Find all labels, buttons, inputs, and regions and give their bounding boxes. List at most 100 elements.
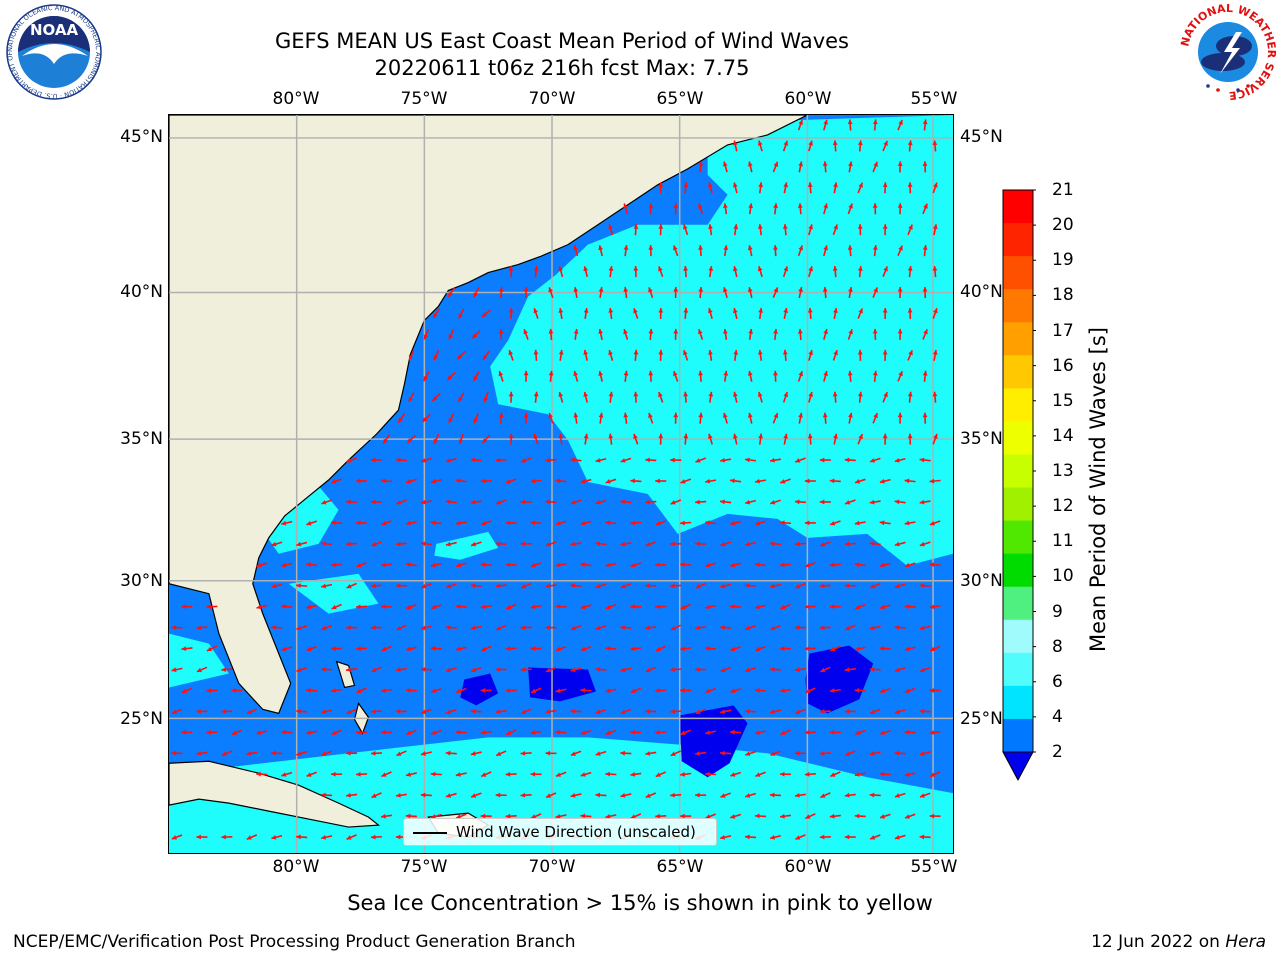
wave-direction-arrowhead: [904, 520, 910, 526]
wave-direction-arrowhead: [745, 457, 750, 463]
wave-direction-arrowhead: [458, 396, 463, 402]
wave-direction-arrowhead: [470, 708, 476, 714]
wave-direction-arrowhead: [356, 520, 361, 526]
wave-direction-arrowhead: [745, 708, 750, 714]
wave-direction-arrowhead: [879, 604, 885, 610]
wave-direction-arrowhead: [545, 499, 551, 505]
wave-direction-arrowhead: [822, 161, 828, 167]
wave-direction-arrowhead: [833, 350, 838, 356]
wave-direction-arrowhead: [370, 709, 376, 714]
wave-direction-arrowhead: [773, 161, 779, 167]
wave-direction-arrowhead: [645, 751, 651, 756]
lat-tick-left: 40°N: [120, 282, 163, 302]
wave-direction-arrowhead: [869, 499, 875, 505]
wave-direction-arrowhead: [870, 835, 876, 840]
wave-direction-arrowhead: [623, 370, 629, 376]
wave-direction-arrowhead: [421, 458, 427, 463]
wave-direction-arrowhead: [306, 646, 312, 652]
wave-direction-arrowhead: [281, 562, 287, 568]
wave-direction-arrowhead: [770, 583, 776, 589]
wave-direction-arrowhead: [897, 328, 903, 334]
colorbar-tick: 15: [1052, 390, 1074, 411]
wave-direction-arrowhead: [755, 730, 761, 735]
wave-direction-arrowhead: [321, 499, 327, 505]
wave-direction-arrowhead: [633, 391, 639, 397]
wave-direction-arrowhead: [548, 370, 554, 376]
wave-direction-arrowhead: [645, 457, 650, 463]
colorbar-tick: 8: [1052, 636, 1063, 657]
wave-direction-arrowhead: [720, 625, 725, 630]
wave-direction-arrowhead: [683, 182, 689, 188]
wave-direction-arrowhead: [770, 499, 776, 505]
wave-direction-arrowhead: [505, 771, 511, 777]
wave-direction-arrowhead: [545, 750, 551, 756]
wave-direction-arrowhead: [371, 667, 377, 673]
lon-tick-bottom: 80°W: [272, 857, 320, 877]
wave-direction-arrowhead: [844, 457, 850, 463]
wave-direction-arrowhead: [857, 140, 863, 146]
wave-direction-arrowhead: [623, 245, 629, 250]
wave-direction-arrowhead: [573, 329, 579, 334]
wave-direction-arrowhead: [281, 772, 287, 777]
lat-tick-left: 25°N: [120, 709, 163, 729]
wave-direction-arrowhead: [595, 751, 601, 756]
wave-direction-arrowhead: [470, 499, 476, 505]
wave-direction-arrowhead: [869, 751, 875, 756]
wave-direction-arrowhead: [470, 751, 476, 756]
wave-direction-arrowhead: [845, 625, 851, 631]
wave-direction-arrowhead: [922, 119, 928, 125]
wave-direction-arrowhead: [804, 520, 810, 526]
wave-direction-arrowhead: [755, 772, 761, 777]
colorbar: [1002, 189, 1036, 782]
wave-direction-arrowhead: [655, 688, 660, 693]
wave-direction-arrowhead: [432, 396, 438, 402]
wave-direction-arrowhead: [545, 625, 551, 631]
wave-direction-arrowhead: [473, 418, 479, 424]
wave-direction-arrowhead: [755, 604, 761, 610]
wave-direction-arrowhead: [804, 604, 810, 610]
wave-direction-arrowhead: [420, 792, 426, 798]
wave-direction-arrowhead: [458, 313, 463, 319]
wave-direction-arrowhead: [221, 834, 226, 840]
wave-direction-arrowhead: [398, 417, 403, 423]
wave-direction-arrowhead: [548, 328, 554, 334]
wave-direction-arrowhead: [605, 520, 611, 526]
wave-direction-arrowhead: [904, 562, 910, 568]
wave-direction-arrowhead: [783, 433, 788, 439]
wave-direction-arrowhead: [570, 667, 576, 673]
wave-direction-arrowhead: [546, 793, 552, 798]
wave-direction-arrowhead: [745, 583, 750, 589]
wave-direction-arrowhead: [346, 541, 351, 547]
colorbar-tick: 18: [1052, 285, 1074, 306]
colorbar-tick: 4: [1052, 706, 1063, 727]
wave-direction-arrowhead: [271, 625, 276, 630]
wave-direction-arrowhead: [623, 287, 629, 292]
wave-direction-arrowhead: [548, 287, 553, 293]
wave-direction-arrowhead: [321, 709, 327, 714]
wave-direction-arrowhead: [580, 813, 586, 819]
wave-direction-arrowhead: [670, 500, 676, 505]
wave-direction-arrowhead: [883, 266, 888, 272]
legend-label: Wind Wave Direction (unscaled): [456, 823, 696, 841]
wave-direction-arrowhead: [769, 792, 775, 798]
wave-direction-arrowhead: [370, 834, 376, 840]
wave-direction-arrowhead: [633, 433, 638, 440]
wave-direction-arrowhead: [795, 792, 800, 798]
colorbar-swatch: [1003, 553, 1033, 588]
wave-direction-arrowhead: [798, 371, 803, 377]
colorbar-label: Mean Period of Wind Waves [s]: [1086, 327, 1110, 652]
wave-direction-arrowhead: [869, 625, 875, 631]
wave-direction-arrowhead: [904, 729, 910, 735]
wave-direction-arrowhead: [879, 688, 885, 694]
wave-direction-arrowhead: [907, 307, 913, 313]
wave-direction-arrowhead: [608, 391, 614, 397]
wave-direction-arrowhead: [844, 792, 850, 798]
wave-direction-arrowhead: [698, 161, 704, 167]
wave-direction-arrowhead: [506, 604, 512, 610]
wave-direction-arrowhead: [573, 412, 579, 418]
wave-direction-arrowhead: [780, 813, 785, 819]
wave-direction-arrowhead: [558, 349, 564, 355]
wave-direction-arrowhead: [833, 224, 838, 230]
wave-direction-arrowhead: [331, 646, 336, 651]
wave-direction-arrowhead: [595, 709, 601, 714]
